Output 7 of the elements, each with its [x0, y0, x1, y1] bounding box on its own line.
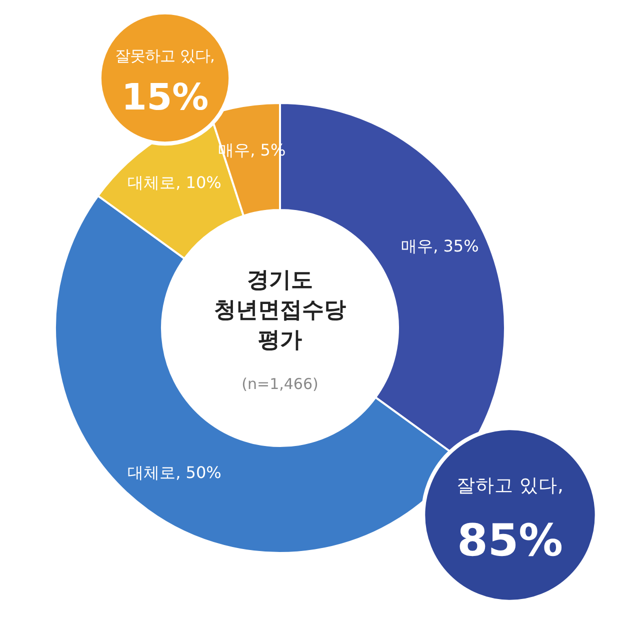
slice-label: 대체로, 10%: [128, 172, 222, 192]
text: 경기도 청년면접수당 평가: [214, 268, 346, 353]
text: (n=1,466): [242, 375, 318, 393]
slice-label: 매우, 35%: [401, 236, 479, 256]
slice-label: 대체로, 50%: [128, 463, 222, 482]
text: 잘하고 있다, 85%: [456, 476, 564, 566]
text: 잘못하고 있다, 15%: [115, 46, 215, 119]
